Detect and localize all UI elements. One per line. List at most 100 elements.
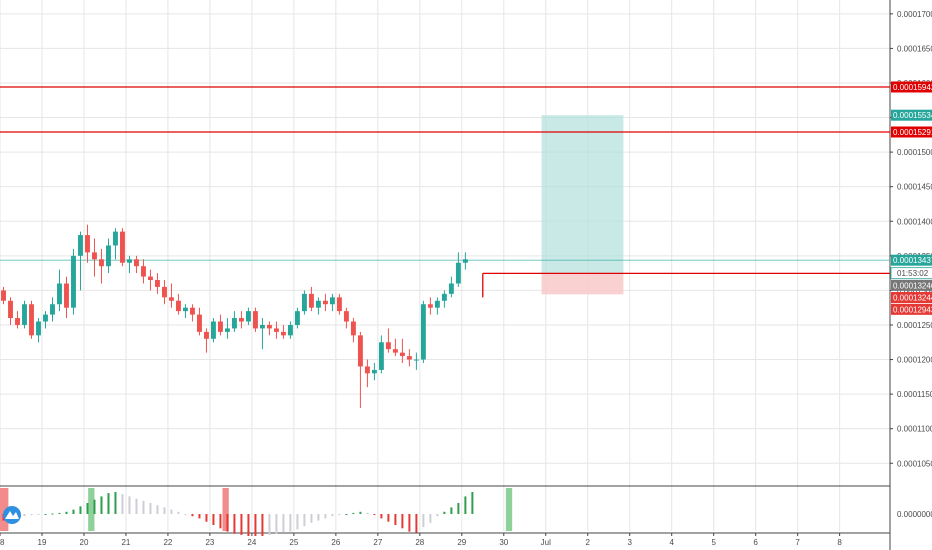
price-badge-stop-ref: 0.00013244 bbox=[893, 294, 932, 303]
candle-body bbox=[315, 300, 321, 308]
price-tick-label: 0.00015000 bbox=[897, 148, 932, 157]
histogram-bar bbox=[380, 514, 383, 519]
histogram-bar bbox=[289, 514, 292, 532]
histogram-bar bbox=[44, 514, 47, 515]
candle-body bbox=[50, 304, 55, 315]
candle-body bbox=[322, 300, 328, 305]
candle-body bbox=[245, 311, 251, 322]
histogram-bar bbox=[261, 514, 264, 536]
candle-body bbox=[385, 342, 391, 350]
histogram-bar bbox=[464, 496, 467, 514]
candle-body bbox=[287, 324, 293, 336]
time-tick-label: 22 bbox=[163, 538, 172, 547]
candle-body bbox=[15, 318, 20, 325]
price-badge-stop-ref-bg bbox=[891, 292, 932, 304]
indicator-band bbox=[88, 488, 95, 531]
histogram-bar bbox=[275, 514, 278, 534]
time-tick-label: 23 bbox=[205, 538, 214, 547]
time-tick-label: Jul bbox=[541, 538, 551, 547]
histogram-bar bbox=[359, 511, 362, 514]
candle-body bbox=[266, 324, 272, 329]
time-tick-label: 29 bbox=[457, 538, 466, 547]
time-axis[interactable]: 18192021222324252627282930Jul2345678 bbox=[0, 533, 842, 547]
candle-body bbox=[43, 314, 48, 322]
histogram-bar bbox=[212, 514, 215, 525]
histogram-bar bbox=[58, 512, 61, 514]
logo-glyph bbox=[5, 511, 19, 519]
candle-body bbox=[92, 252, 97, 260]
time-tick-label: 25 bbox=[289, 538, 298, 547]
histogram-bar bbox=[429, 514, 432, 523]
price-tick-label: 0.00010500 bbox=[897, 459, 932, 468]
candle-body bbox=[308, 293, 314, 308]
histogram-bar bbox=[156, 505, 159, 514]
histogram-bar bbox=[30, 514, 33, 516]
position-zones[interactable] bbox=[541, 115, 624, 295]
time-tick-label: 2 bbox=[586, 538, 591, 547]
indicator-band bbox=[505, 488, 513, 531]
price-tick-label: 0.00014000 bbox=[897, 217, 932, 226]
level-badge-1-bg bbox=[891, 126, 932, 138]
histogram-bar bbox=[79, 506, 82, 514]
histogram-bar bbox=[240, 514, 243, 535]
histogram-bar bbox=[184, 514, 187, 515]
indicator-pane bbox=[0, 488, 513, 536]
candles bbox=[1, 224, 468, 408]
time-tick-label: 26 bbox=[331, 538, 340, 547]
stop-zone[interactable] bbox=[541, 273, 624, 295]
target-zone[interactable] bbox=[541, 115, 624, 274]
candle-body bbox=[392, 349, 398, 353]
time-tick-label: 4 bbox=[669, 538, 674, 547]
candle-body bbox=[120, 231, 125, 263]
histogram-bar bbox=[86, 503, 89, 514]
time-tick-label: 6 bbox=[753, 538, 758, 547]
candle-body bbox=[406, 356, 412, 360]
candle-body bbox=[155, 280, 160, 287]
histogram-bar bbox=[100, 496, 103, 514]
candle-body bbox=[8, 300, 13, 319]
histogram-bar bbox=[93, 499, 96, 514]
candle-body bbox=[378, 342, 384, 370]
candle-body bbox=[210, 321, 216, 339]
candle-body bbox=[420, 304, 426, 360]
histogram-bar bbox=[422, 514, 425, 528]
indicator-zero-label: 0.00000000 bbox=[897, 510, 932, 519]
candle-body bbox=[1, 290, 6, 301]
time-tick-label: 21 bbox=[121, 538, 130, 547]
indicator-band bbox=[0, 488, 9, 531]
price-badge-target-bg bbox=[891, 109, 932, 121]
horizontal-levels[interactable] bbox=[0, 86, 890, 298]
histogram-bar bbox=[408, 514, 411, 532]
candle-body bbox=[259, 324, 265, 329]
candle-body bbox=[148, 276, 153, 281]
grid bbox=[0, 0, 891, 550]
price-tick-label: 0.00012500 bbox=[897, 321, 932, 330]
candle-body bbox=[99, 259, 104, 267]
candle-body bbox=[29, 304, 34, 336]
histogram-bar bbox=[233, 514, 236, 534]
price-badge-entry-bg bbox=[891, 279, 932, 291]
histogram-bar bbox=[107, 493, 110, 514]
candle-body bbox=[162, 286, 167, 298]
histogram-bar bbox=[331, 514, 334, 517]
candle-body bbox=[413, 359, 419, 361]
candle-body bbox=[448, 283, 454, 294]
histogram-bar bbox=[149, 503, 152, 514]
histogram-bar bbox=[226, 514, 229, 532]
histogram-bar bbox=[268, 514, 271, 535]
histogram-bar bbox=[51, 513, 54, 515]
candle-body bbox=[141, 266, 146, 277]
candle-body bbox=[364, 366, 370, 374]
time-tick-label: 24 bbox=[247, 538, 256, 547]
candle-body bbox=[434, 300, 440, 308]
histogram-bar bbox=[373, 514, 376, 516]
price-tick-label: 0.00017000 bbox=[897, 10, 932, 19]
candle-body bbox=[85, 235, 90, 253]
candle-body bbox=[280, 331, 286, 336]
countdown-bg bbox=[890, 267, 932, 280]
candle-body bbox=[127, 259, 132, 263]
histogram-bar bbox=[436, 514, 439, 517]
price-tick-label: 0.00014500 bbox=[897, 183, 932, 192]
candle-body bbox=[399, 352, 405, 357]
